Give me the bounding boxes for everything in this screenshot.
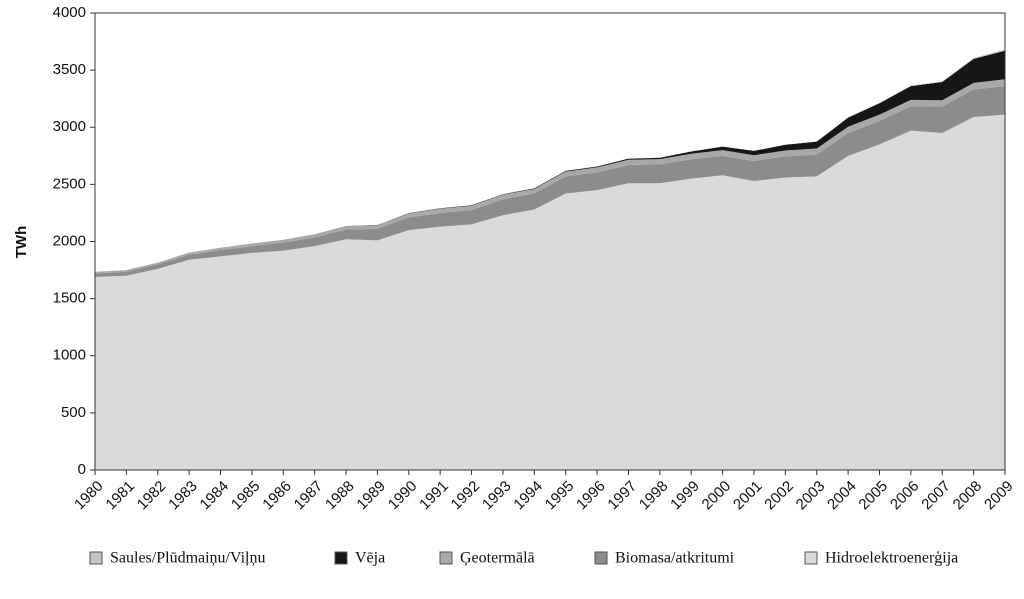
y-tick-label: 2500 [53, 175, 86, 192]
x-tick-label: 1992 [448, 478, 484, 514]
x-tick-label: 1981 [102, 478, 138, 514]
area [95, 86, 1005, 277]
x-tick-label: 1999 [667, 478, 703, 514]
x-tick-label: 2003 [793, 478, 829, 514]
legend-label: Hidroelektroenerģija [825, 550, 958, 567]
x-tick-label: 1986 [259, 478, 295, 514]
x-tick-label: 1989 [353, 478, 389, 514]
x-tick-label: 1980 [71, 478, 107, 514]
x-tick-label: 2007 [918, 478, 954, 514]
x-tick-label: 2004 [824, 478, 860, 514]
legend-swatch [594, 551, 608, 565]
y-tick-label: 3500 [53, 61, 86, 78]
legend-swatch [89, 551, 103, 565]
x-tick-label: 2001 [730, 478, 766, 514]
x-tick-label: 1984 [197, 478, 233, 514]
legend-label: Ģeotermālā [460, 550, 535, 567]
legend-swatch [439, 551, 453, 565]
y-tick-label: 0 [78, 461, 86, 478]
y-axis-label: TWh [13, 226, 30, 258]
legend-label: Saules/Plūdmaiņu/Viļņu [110, 550, 265, 567]
x-tick-label: 1982 [134, 478, 170, 514]
y-tick-label: 1000 [53, 347, 86, 364]
x-tick-label: 2005 [855, 478, 891, 514]
x-tick-label: 1988 [322, 478, 358, 514]
legend-label: Biomasa/atkritumi [615, 550, 735, 567]
x-tick-label: 1998 [636, 478, 672, 514]
legend-swatch [804, 551, 818, 565]
x-tick-label: 1996 [573, 478, 609, 514]
x-tick-label: 2002 [761, 478, 797, 514]
x-tick-label: 1997 [604, 478, 640, 514]
area [95, 79, 1005, 274]
x-tick-label: 1983 [165, 478, 201, 514]
x-tick-label: 1991 [416, 478, 452, 514]
area [95, 114, 1005, 471]
x-tick-label: 2006 [887, 478, 923, 514]
x-tick-label: 2008 [950, 478, 986, 514]
x-tick-label: 2000 [699, 478, 735, 514]
x-tick-label: 1987 [291, 478, 327, 514]
y-tick-label: 2000 [53, 232, 86, 249]
x-tick-label: 1995 [542, 478, 578, 514]
y-tick-label: 500 [61, 404, 86, 421]
legend-label: Vēja [355, 550, 385, 567]
y-tick-label: 1500 [53, 290, 86, 307]
legend-swatch [334, 551, 348, 565]
x-tick-label: 1990 [385, 478, 421, 514]
y-tick-label: 4000 [53, 4, 86, 21]
x-tick-label: 2009 [981, 478, 1017, 514]
y-tick-label: 3000 [53, 118, 86, 135]
x-tick-label: 1994 [510, 478, 546, 514]
x-tick-label: 1993 [479, 478, 515, 514]
x-tick-label: 1985 [228, 478, 264, 514]
